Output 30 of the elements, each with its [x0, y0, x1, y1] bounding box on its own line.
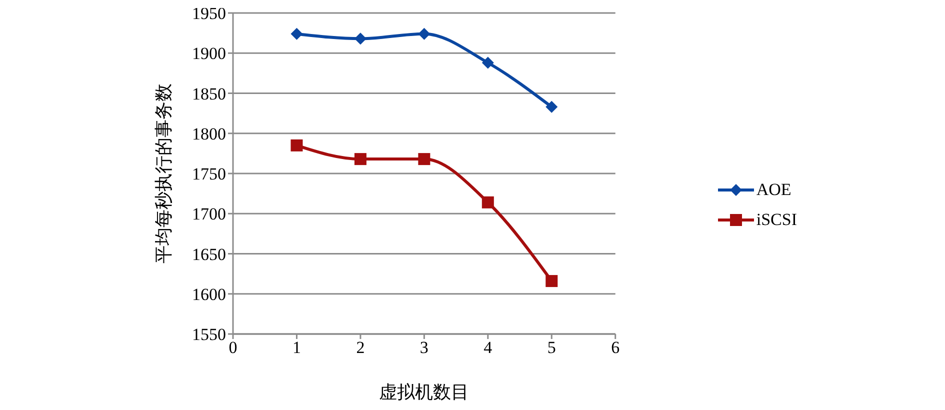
y-tick-label: 1900 — [192, 44, 226, 64]
point — [290, 28, 303, 40]
y-tick-label: 1950 — [192, 4, 226, 24]
point — [354, 153, 366, 166]
x-tick-label: 1 — [292, 338, 301, 358]
x-tick-label: 6 — [611, 338, 620, 358]
point — [482, 56, 494, 69]
x-tick-label: 3 — [420, 338, 428, 358]
y-tick-label: 1850 — [192, 84, 226, 104]
legend-label: AOE — [756, 180, 792, 200]
x-tick-label: 5 — [547, 338, 556, 358]
y-tick-label: 1650 — [192, 244, 226, 264]
y-tick-label: 1750 — [192, 164, 226, 184]
x-tick-label: 4 — [484, 338, 493, 358]
point — [354, 32, 366, 45]
y-tick-label: 1700 — [192, 204, 226, 224]
point — [418, 153, 430, 166]
point — [546, 100, 558, 113]
point — [418, 28, 430, 40]
y-tick-label: 1550 — [192, 325, 226, 344]
x-tick-label: 2 — [356, 338, 365, 358]
x-tick-label: 0 — [228, 338, 238, 358]
y-tick-label: 1600 — [192, 284, 226, 304]
x-axis-title: 虚拟机数目 — [379, 382, 470, 402]
point — [290, 139, 303, 152]
point — [482, 196, 494, 208]
y-tick-label: 1800 — [192, 124, 226, 144]
y-axis-title: 平均每秒执行的事务数 — [153, 84, 174, 264]
point — [546, 275, 558, 288]
legend-label: iSCSI — [756, 210, 797, 230]
